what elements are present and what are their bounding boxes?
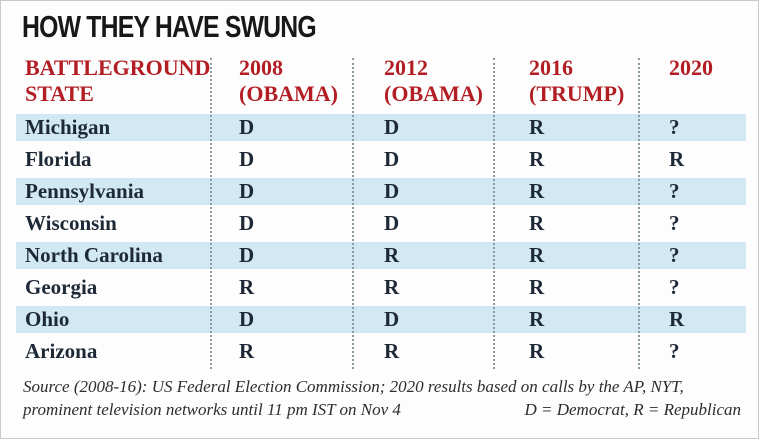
- result-cell: D: [239, 115, 255, 139]
- result-cell: R: [239, 339, 255, 363]
- column-header-2020: 2020: [669, 55, 713, 81]
- page-title: HOW THEY HAVE SWUNG: [22, 9, 317, 44]
- table-row: Georgia R R R?: [1, 273, 758, 305]
- result-cell: ?: [669, 339, 680, 363]
- column-header-2008: 2008 (OBAMA): [239, 55, 338, 107]
- legend-note: D = Democrat, R = Republican: [524, 400, 741, 419]
- state-name-cell: Michigan: [25, 115, 111, 139]
- row-stripe: [16, 242, 746, 269]
- result-cell: ?: [669, 243, 680, 267]
- source-line-1: Source (2008-16): US Federal Election Co…: [23, 377, 684, 396]
- result-cell: D: [384, 211, 400, 235]
- source-note: Source (2008-16): US Federal Election Co…: [23, 375, 741, 421]
- column-header-2016: 2016 (TRUMP): [529, 55, 624, 107]
- table-row: Florida D D R R: [1, 145, 758, 177]
- result-cell: R: [529, 339, 545, 363]
- row-stripe: [16, 274, 746, 301]
- result-cell: R: [384, 339, 400, 363]
- column-header-line: (OBAMA): [239, 81, 338, 106]
- row-stripe: [16, 114, 746, 141]
- result-cell: R: [669, 307, 685, 331]
- column-divider: [352, 58, 354, 369]
- result-cell: ?: [669, 211, 680, 235]
- state-name-cell: Arizona: [25, 339, 98, 363]
- result-cell: D: [384, 147, 400, 171]
- source-line-2: prominent television networks until 11 p…: [23, 400, 401, 419]
- row-stripe: [16, 210, 746, 237]
- state-name-cell: Pennsylvania: [25, 179, 145, 203]
- column-header-line: 2020: [669, 55, 713, 80]
- column-header-line: STATE: [25, 81, 94, 106]
- row-stripe: [16, 338, 746, 365]
- table-row: Ohio D D R R: [1, 305, 758, 337]
- result-cell: ?: [669, 179, 680, 203]
- result-cell: D: [239, 179, 255, 203]
- column-divider: [493, 58, 495, 369]
- result-cell: ?: [669, 275, 680, 299]
- result-cell: R: [529, 115, 545, 139]
- result-cell: R: [669, 147, 685, 171]
- state-name-cell: Georgia: [25, 275, 98, 299]
- result-cell: R: [529, 275, 545, 299]
- result-cell: D: [384, 115, 400, 139]
- result-cell: R: [529, 211, 545, 235]
- column-header-line: BATTLEGROUND: [25, 55, 211, 80]
- state-name-cell: Ohio: [25, 307, 70, 331]
- column-divider: [638, 58, 640, 369]
- column-header-line: (OBAMA): [384, 81, 483, 106]
- table-row: Arizona R R R?: [1, 337, 758, 369]
- table-body: Michigan D D R? Florida D D R R Pennsylvania D D R? W…: [1, 113, 758, 369]
- state-name-cell: Wisconsin: [25, 211, 117, 235]
- column-header-line: 2008: [239, 55, 283, 80]
- result-cell: D: [239, 211, 255, 235]
- result-cell: R: [529, 179, 545, 203]
- result-cell: R: [384, 243, 400, 267]
- table-row: North Carolina D R R?: [1, 241, 758, 273]
- result-cell: R: [529, 243, 545, 267]
- table-row: Pennsylvania D D R?: [1, 177, 758, 209]
- column-header-line: 2012: [384, 55, 428, 80]
- result-cell: R: [239, 275, 255, 299]
- row-stripe: [16, 306, 746, 333]
- row-stripe: [16, 146, 746, 173]
- result-cell: D: [384, 307, 400, 331]
- result-cell: D: [239, 147, 255, 171]
- result-cell: D: [239, 307, 255, 331]
- column-header-battleground-state: BATTLEGROUND STATE: [25, 55, 210, 107]
- table-row: Michigan D D R?: [1, 113, 758, 145]
- result-cell: D: [239, 243, 255, 267]
- result-cell: R: [529, 307, 545, 331]
- state-name-cell: Florida: [25, 147, 92, 171]
- column-divider: [210, 58, 212, 369]
- result-cell: R: [384, 275, 400, 299]
- column-header-2012: 2012 (OBAMA): [384, 55, 483, 107]
- result-cell: ?: [669, 115, 680, 139]
- table-row: Wisconsin D D R?: [1, 209, 758, 241]
- column-header-line: (TRUMP): [529, 81, 625, 106]
- result-cell: D: [384, 179, 400, 203]
- state-name-cell: North Carolina: [25, 243, 163, 267]
- column-header-line: 2016: [529, 55, 573, 80]
- row-stripe: [16, 178, 746, 205]
- result-cell: R: [529, 147, 545, 171]
